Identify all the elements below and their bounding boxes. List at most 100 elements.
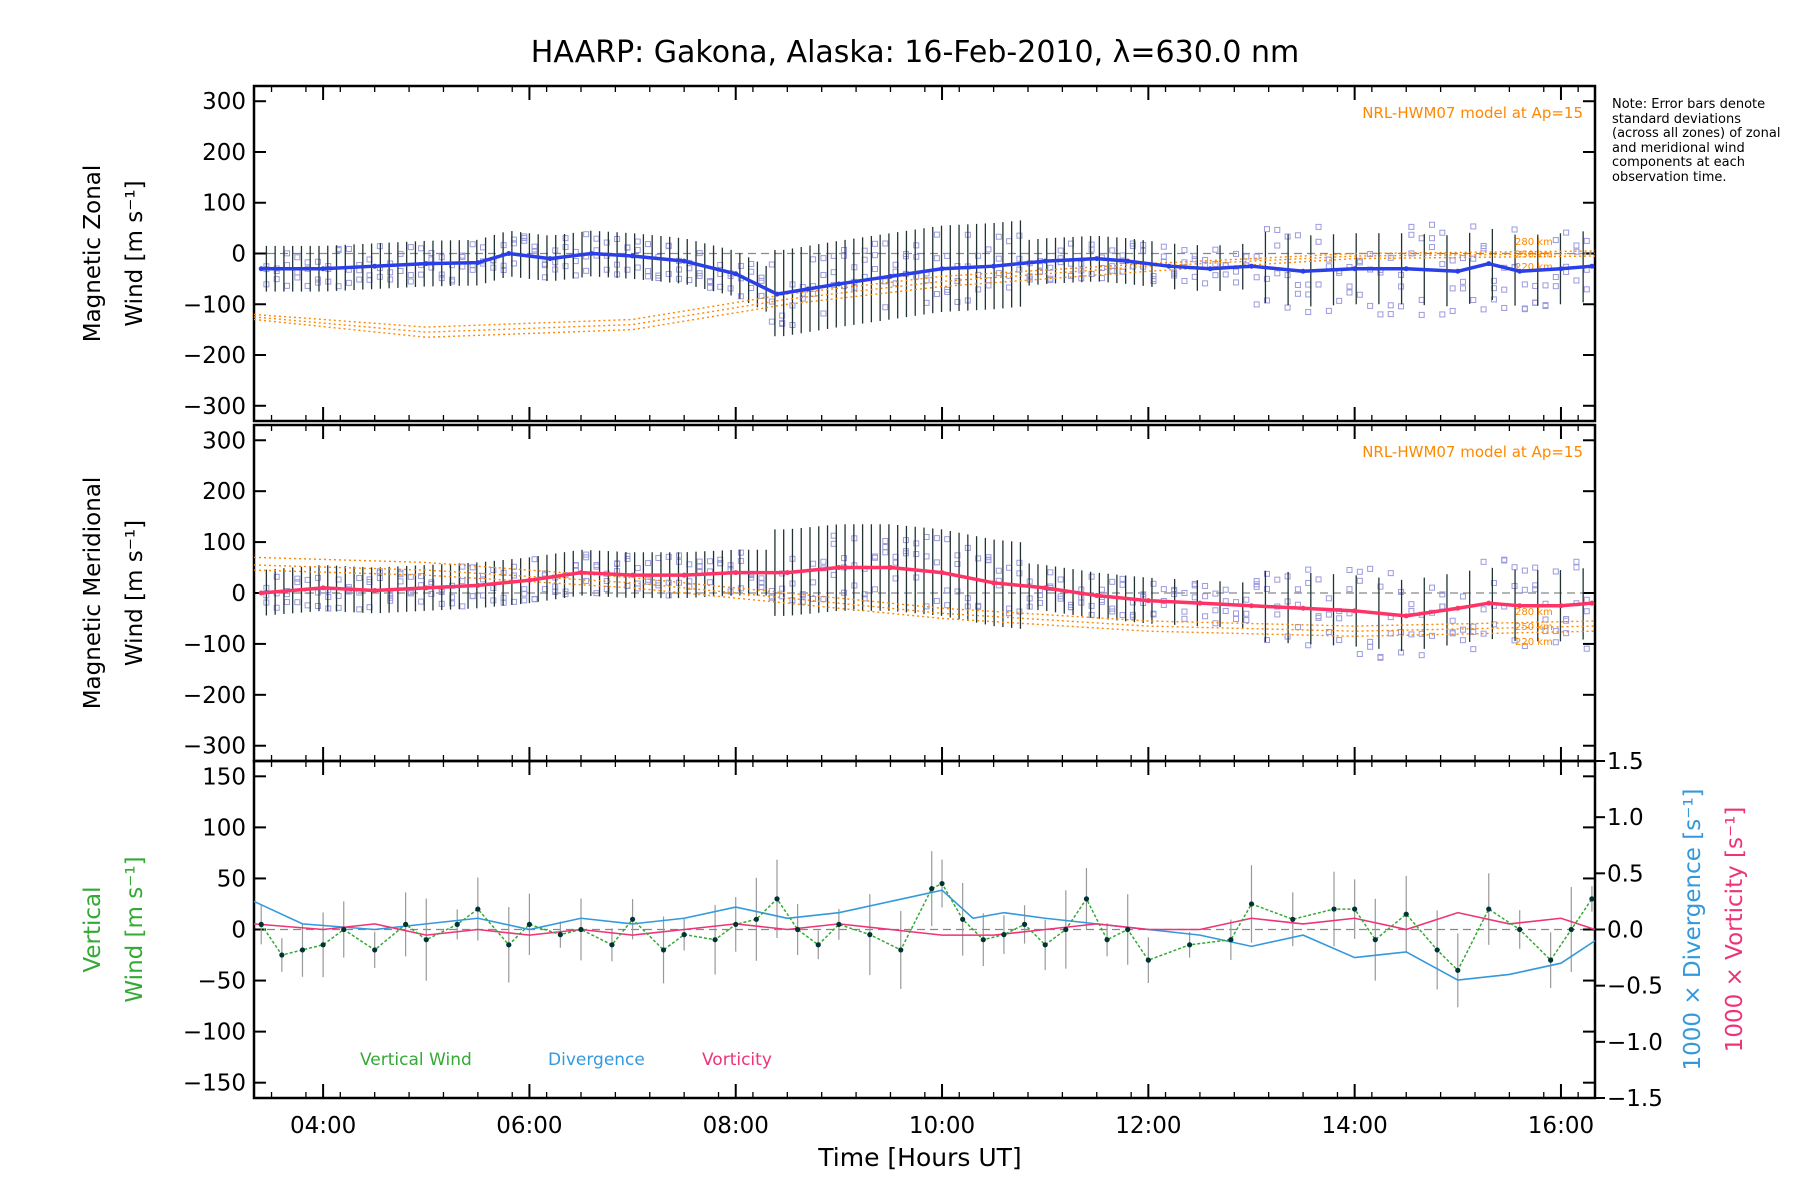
zone-point [1202,593,1209,600]
zone-point [1521,643,1528,650]
zone-point [1088,573,1095,580]
zone-point [1119,575,1126,582]
zone-point [1439,311,1446,318]
zone-point [634,264,641,271]
zone-point [871,252,878,259]
zone-point [645,576,652,583]
mean-wind-point [1486,600,1492,606]
zone-point [1181,277,1188,284]
zone-point [1377,653,1384,660]
mean-wind-point [423,261,429,267]
zone-point [1573,277,1580,284]
zone-point [1439,603,1446,610]
zone-point [1253,274,1260,281]
model-height-label: 250 km [1515,250,1553,261]
zone-point [1263,637,1270,644]
zone-point [1480,242,1487,249]
zone-point [624,266,631,273]
mean-wind-point [372,587,378,593]
zone-point [1408,608,1415,615]
y-tick-label: 0 [231,242,246,268]
zone-point [1346,289,1353,296]
vertical-wind-point [506,942,512,948]
zone-point [449,600,456,607]
zone-point [933,535,940,542]
zone-point [1480,306,1487,313]
model-curve [253,564,1596,632]
mean-wind-point [372,263,378,269]
y-tick-label: 0 [231,918,246,944]
zone-point [1016,608,1023,615]
zone-point [387,591,394,598]
zone-point [304,259,311,266]
zone-point [1274,226,1281,233]
zone-point [1191,594,1198,601]
zone-point [1418,630,1425,637]
zone-point [1160,243,1167,250]
vertical-wind-point [1331,906,1337,912]
model-height-label: 220 km [1515,262,1553,273]
zone-point [1150,610,1157,617]
vertical-wind-line [260,882,1593,972]
mean-wind-point [258,590,264,596]
zone-point [1480,630,1487,637]
zone-point [387,594,394,601]
mean-wind-point [1352,266,1358,272]
zone-point [1274,270,1281,277]
zone-point [294,599,301,606]
zone-point [1408,601,1415,608]
zone-point [1016,266,1023,273]
mean-wind-point [733,271,739,277]
model-curve [253,255,1596,338]
zone-point [304,282,311,289]
zone-point [1305,642,1312,649]
zone-point [562,591,569,598]
vertical-wind-point [320,942,326,948]
zone-point [1088,602,1095,609]
mean-wind-point [939,266,945,272]
zone-point [1511,564,1518,571]
zone-point [449,594,456,601]
vertical-wind-point [960,916,966,922]
zone-point [1212,272,1219,279]
zone-point [531,556,538,563]
mean-wind-point [1207,266,1213,272]
zone-point [1583,596,1590,603]
note-text: Note: Error bars denote standard deviati… [1612,97,1781,185]
zone-point [748,285,755,292]
zone-point [1429,632,1436,639]
vertical-wind-point [929,886,935,892]
zone-point [1305,291,1312,298]
mean-wind-point [887,565,893,571]
zone-point [1356,259,1363,266]
zone-point [871,554,878,561]
vertical-wind-point [1001,932,1007,938]
zone-point [407,278,414,285]
zone-point [1253,301,1260,308]
zone-point [913,540,920,547]
zone-point [314,258,321,265]
mean-wind-point [1352,608,1358,614]
meridional-panel: 300 200 100 0 −100 −200 −300 Magnetic Meridiona… [80,423,1597,763]
mean-wind-point [991,263,997,269]
vorticity-line [253,911,1596,936]
zone-point [1552,628,1559,635]
zone-point [944,536,951,543]
zone-point [1563,229,1570,236]
legend-item: Vertical Wind [360,1050,472,1070]
mean-wind-point [423,585,429,591]
zone-point [1532,564,1539,571]
mean-wind-point [1248,263,1254,269]
zone-point [1521,586,1528,593]
vertical-wind-point [1104,937,1110,943]
zone-point [1501,286,1508,293]
zone-point [1294,232,1301,239]
zone-point [1191,273,1198,280]
zone-point [944,252,951,259]
y2-tick-label: 1.5 [1607,749,1644,775]
zone-point [665,592,672,599]
zone-point [1088,241,1095,248]
zone-point [737,262,744,269]
zone-point [1119,581,1126,588]
y2-tick-label: −0.5 [1607,974,1663,1000]
